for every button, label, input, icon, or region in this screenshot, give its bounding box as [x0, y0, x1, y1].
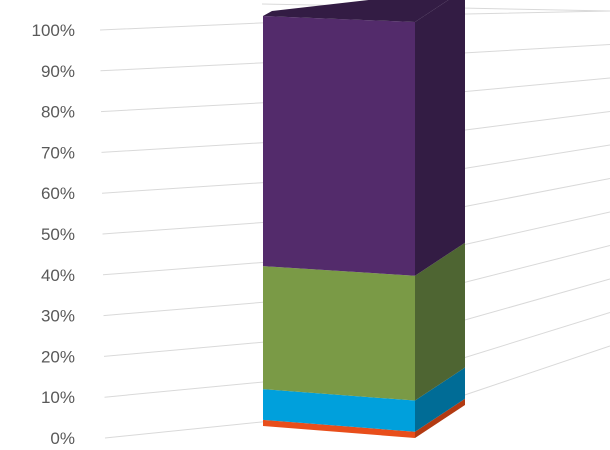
- gridline: [99, 10, 610, 31]
- bar-front-face: [263, 419, 415, 438]
- bar-side-face: [415, 367, 465, 432]
- y-tick-label: 30%: [41, 307, 75, 326]
- bar-segment-2: [263, 367, 465, 432]
- y-tick-label: 70%: [41, 143, 75, 162]
- y-tick-label: 80%: [41, 103, 75, 122]
- bar-segment-4: [263, 0, 465, 276]
- bar-top-face: [263, 0, 449, 22]
- y-tick-label: 60%: [41, 184, 75, 203]
- bar-side-face: [415, 242, 465, 401]
- bar-layer: [263, 0, 465, 438]
- y-tick-label: 0%: [50, 429, 75, 448]
- bar-front-face: [263, 389, 415, 432]
- y-tick-label: 40%: [41, 266, 75, 285]
- bar-front-face: [263, 16, 415, 276]
- y-tick-label: 50%: [41, 225, 75, 244]
- y-tick-label: 20%: [41, 347, 75, 366]
- y-tick-label: 90%: [41, 62, 75, 81]
- y-tick-label: 100%: [32, 21, 75, 40]
- bar-front-face: [263, 266, 415, 401]
- bar-segment-1: [263, 398, 465, 438]
- y-tick-label: 10%: [41, 388, 75, 407]
- y-axis-labels: 0% 10% 20% 30% 40% 50% 60% 70% 80% 90% 100%: [32, 21, 75, 448]
- bar-side-face: [415, 398, 465, 438]
- bar-side-face: [415, 0, 465, 276]
- bar-segment-3: [263, 242, 465, 401]
